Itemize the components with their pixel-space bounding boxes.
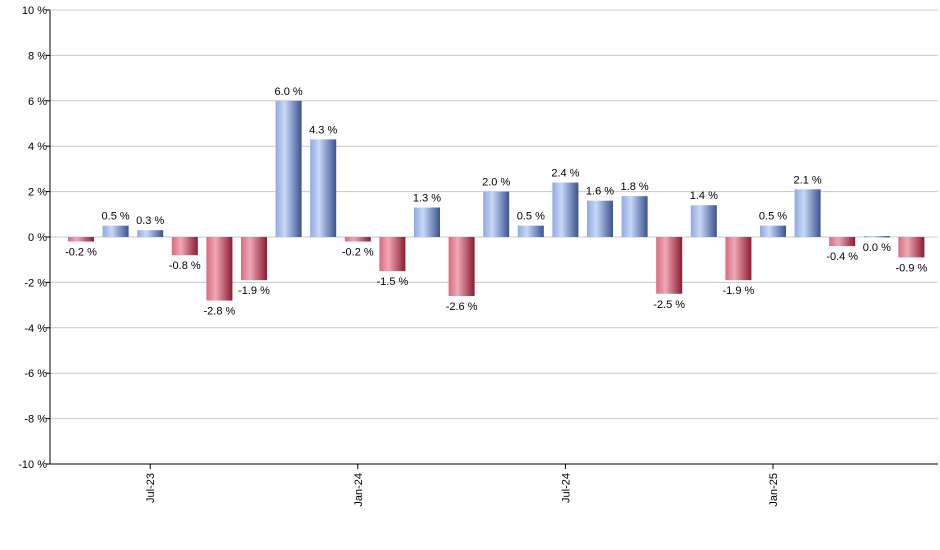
bar	[829, 237, 855, 246]
bar	[518, 226, 544, 237]
bar	[172, 237, 198, 255]
y-tick-label: 6 %	[28, 96, 47, 108]
bar	[656, 237, 682, 294]
y-tick-label: 2 %	[28, 187, 47, 199]
bar	[691, 205, 717, 237]
y-tick-label: -4 %	[24, 323, 47, 335]
monthly-returns-chart: 10 % 8 % 6 % 4 % 2 % 0 % -2 % -4 % -6 % -8 % -10 %…	[0, 0, 940, 550]
y-tick-label: -6 %	[24, 368, 47, 380]
data-label: -0.2 %	[65, 247, 97, 259]
data-label: -0.8 %	[169, 260, 201, 272]
data-label: -2.6 %	[446, 301, 478, 313]
data-label: -2.5 %	[653, 299, 685, 311]
y-tick-label: 4 %	[28, 141, 47, 153]
data-label: -1.9 %	[238, 285, 270, 297]
data-label: 0.0 %	[863, 242, 891, 254]
bar	[379, 237, 405, 271]
bar	[206, 237, 232, 301]
data-label: 0.5 %	[102, 211, 130, 223]
bar	[310, 139, 336, 237]
x-tick-label: Jul-23	[145, 473, 157, 503]
data-label: 1.3 %	[413, 192, 441, 204]
bar	[241, 237, 267, 280]
bar	[760, 226, 786, 237]
bar	[68, 237, 94, 242]
bar	[725, 237, 751, 280]
data-label: -1.5 %	[377, 276, 409, 288]
bar	[864, 236, 890, 238]
data-label: 0.3 %	[136, 215, 164, 227]
data-label: -1.9 %	[723, 285, 755, 297]
bar	[483, 192, 509, 237]
bar	[345, 237, 371, 242]
bar	[587, 201, 613, 237]
y-tick-label: -8 %	[24, 414, 47, 426]
data-label: 2.0 %	[482, 177, 510, 189]
y-tick-label: -10 %	[18, 459, 47, 471]
bar	[552, 183, 578, 237]
data-label: -2.8 %	[204, 306, 236, 318]
bar	[137, 230, 163, 237]
data-label: -0.4 %	[826, 251, 858, 263]
data-label: 4.3 %	[309, 124, 337, 136]
x-tick-label: Jul-24	[560, 473, 572, 503]
y-tick-label: -2 %	[24, 277, 47, 289]
data-label: -0.9 %	[896, 262, 928, 274]
data-label: 2.1 %	[794, 174, 822, 186]
bar	[622, 196, 648, 237]
x-tick-label: Jan-25	[768, 473, 780, 507]
x-tick-label: Jan-24	[353, 473, 365, 507]
data-label: 2.4 %	[551, 168, 579, 180]
bar	[103, 226, 129, 237]
bar	[449, 237, 475, 296]
data-label: 1.4 %	[690, 190, 718, 202]
bar	[898, 237, 924, 257]
data-label: 1.6 %	[586, 186, 614, 198]
bar	[276, 101, 302, 237]
data-label: 0.5 %	[517, 211, 545, 223]
data-label: 6.0 %	[275, 86, 303, 98]
bar	[414, 207, 440, 237]
data-label: 1.8 %	[621, 181, 649, 193]
data-label: -0.2 %	[342, 247, 374, 259]
data-label: 0.5 %	[759, 211, 787, 223]
y-tick-label: 8 %	[28, 50, 47, 62]
y-tick-label: 0 %	[28, 232, 47, 244]
y-tick-label: 10 %	[22, 5, 47, 17]
bar	[795, 189, 821, 237]
